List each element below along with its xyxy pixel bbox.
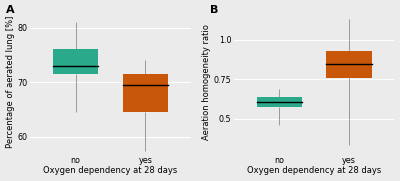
- Text: B: B: [210, 5, 218, 15]
- Bar: [326, 51, 372, 78]
- Bar: [257, 97, 302, 107]
- Y-axis label: Percentage of aerated lung [%]: Percentage of aerated lung [%]: [6, 16, 14, 148]
- Y-axis label: Aeration homogeneity ratio: Aeration homogeneity ratio: [202, 24, 211, 140]
- Text: A: A: [6, 5, 15, 15]
- X-axis label: Oxygen dependency at 28 days: Oxygen dependency at 28 days: [43, 167, 178, 175]
- X-axis label: Oxygen dependency at 28 days: Oxygen dependency at 28 days: [247, 167, 381, 175]
- Bar: [53, 49, 98, 74]
- Bar: [123, 74, 168, 112]
